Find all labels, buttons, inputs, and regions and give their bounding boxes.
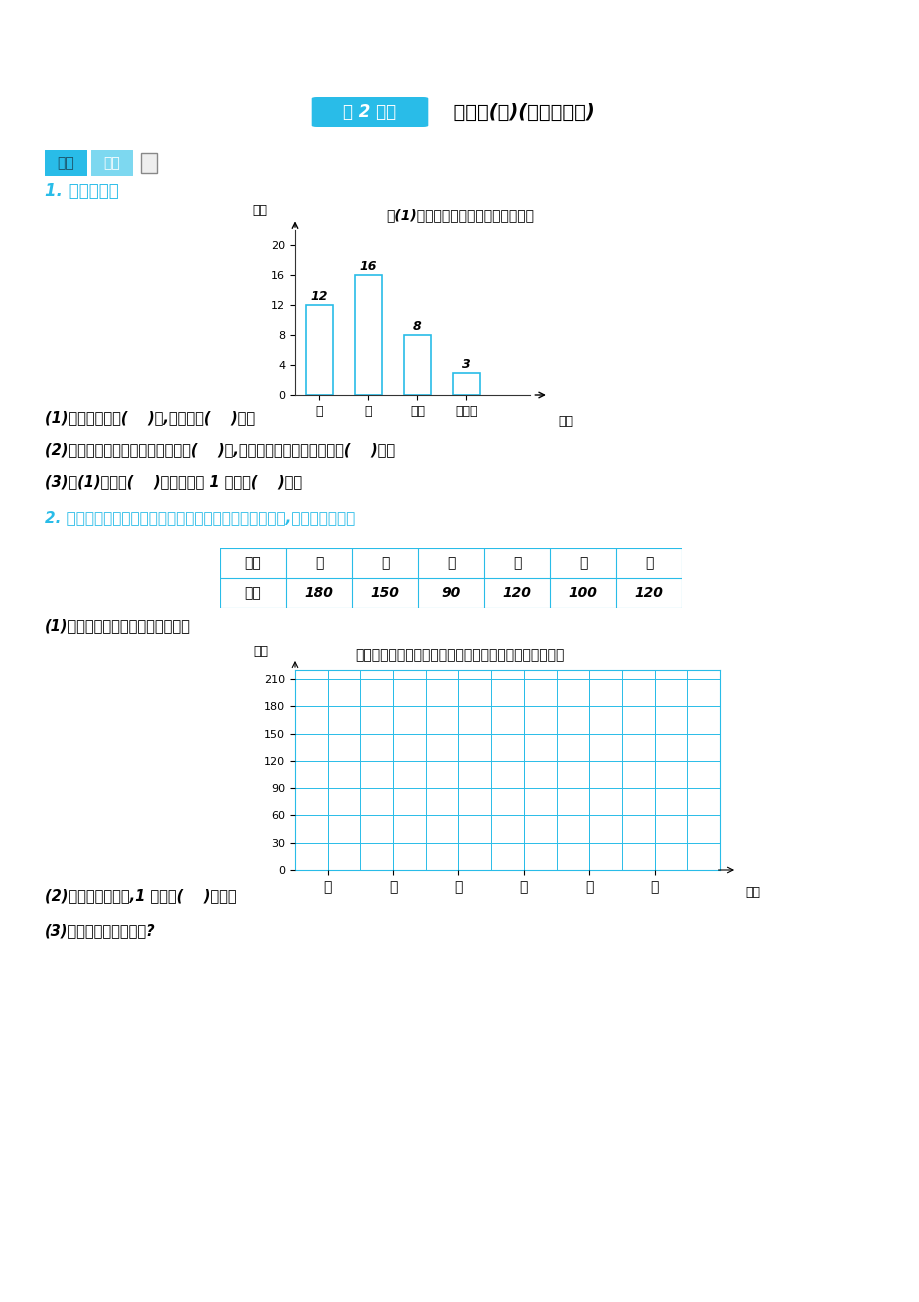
- Text: (1)根据统计表完成下面的统计图。: (1)根据统计表完成下面的统计图。: [45, 618, 190, 633]
- Text: (1)成绩是优的有(    )人,是良的有(    )人。: (1)成绩是优的有( )人,是良的有( )人。: [45, 410, 255, 424]
- Text: 180: 180: [304, 586, 333, 600]
- Text: 150: 150: [370, 586, 399, 600]
- Text: 一: 一: [314, 556, 323, 570]
- FancyBboxPatch shape: [90, 150, 134, 176]
- Text: 阳光学校少先队向山区手拉手学校各年级捐赠图书统计图: 阳光学校少先队向山区手拉手学校各年级捐赠图书统计图: [355, 648, 564, 661]
- Text: 二: 二: [380, 556, 389, 570]
- Text: 12: 12: [311, 290, 328, 303]
- Bar: [452, 372, 480, 395]
- Text: 90: 90: [441, 586, 460, 600]
- Text: 本数: 本数: [244, 586, 261, 600]
- FancyBboxPatch shape: [44, 150, 88, 176]
- Text: 类别: 类别: [558, 415, 573, 428]
- Text: 16: 16: [359, 260, 377, 273]
- Text: 栽蒜苗(一)(条形统计图): 栽蒜苗(一)(条形统计图): [439, 103, 594, 121]
- Text: (3)四(1)班共有(    )人。纵轴上 1 格表示(    )人。: (3)四(1)班共有( )人。纵轴上 1 格表示( )人。: [45, 474, 301, 490]
- Text: 3: 3: [461, 358, 471, 371]
- Text: 120: 120: [502, 586, 531, 600]
- Text: 2. 阳光学校少先队向山区手拉手学校各年级捐赠一些图书,详细情况如下。: 2. 阳光学校少先队向山区手拉手学校各年级捐赠一些图书,详细情况如下。: [45, 510, 355, 525]
- Text: 四(1)班学生数学考试成绩情况统计图: 四(1)班学生数学考试成绩情况统计图: [386, 208, 533, 223]
- Text: (3)一共捐赠图书多少本?: (3)一共捐赠图书多少本?: [45, 923, 155, 937]
- Text: 三: 三: [447, 556, 455, 570]
- Text: (2)上面的统计图中,1 格表示(    )本书。: (2)上面的统计图中,1 格表示( )本书。: [45, 888, 236, 904]
- Bar: [403, 335, 430, 395]
- Text: 六: 六: [644, 556, 652, 570]
- Text: (2)成绩是优的人数是不及格人数的(    )倍,成绩是良的人数比及格的多(    )人。: (2)成绩是优的人数是不及格人数的( )倍,成绩是良的人数比及格的多( )人。: [45, 441, 394, 457]
- Text: 四: 四: [512, 556, 521, 570]
- Text: 五: 五: [578, 556, 586, 570]
- Text: 年级: 年级: [744, 885, 760, 898]
- Text: 基础: 基础: [58, 156, 74, 171]
- Text: 100: 100: [568, 586, 596, 600]
- Bar: [355, 275, 381, 395]
- Text: 1. 看图填空。: 1. 看图填空。: [45, 182, 119, 201]
- Text: 本数: 本数: [254, 644, 268, 658]
- Text: 人数: 人数: [253, 204, 267, 217]
- Text: 120: 120: [634, 586, 663, 600]
- Text: 达标: 达标: [104, 156, 120, 171]
- Text: 年级: 年级: [244, 556, 261, 570]
- Text: 8: 8: [413, 320, 421, 333]
- Bar: [141, 152, 157, 173]
- Text: 第 2 课时: 第 2 课时: [343, 103, 396, 121]
- FancyBboxPatch shape: [312, 98, 428, 128]
- Bar: [306, 305, 333, 395]
